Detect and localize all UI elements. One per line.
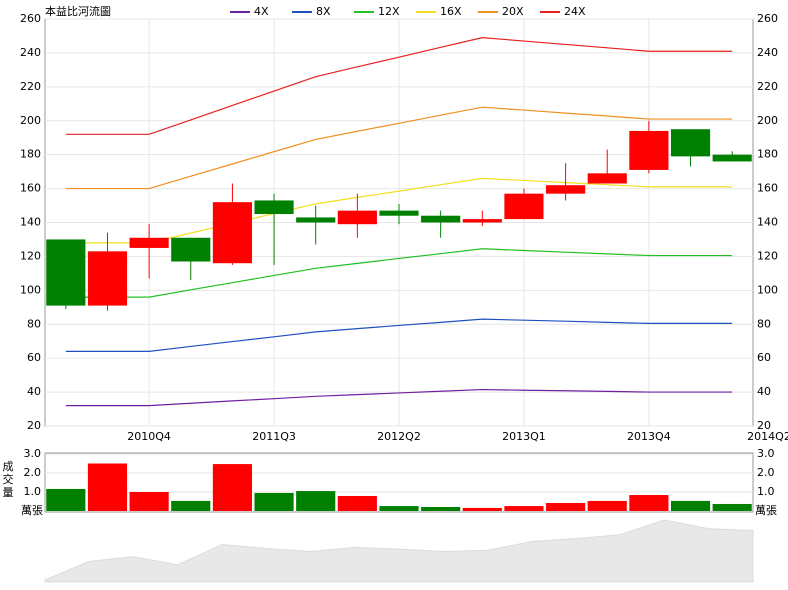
candle-body — [462, 219, 502, 223]
y-axis-label-char: 交 — [3, 472, 14, 486]
y-unit-label: 萬張 — [21, 504, 43, 517]
y-tick-label: 160 — [20, 182, 41, 195]
candle-body — [629, 130, 669, 170]
candle-body — [129, 237, 169, 248]
navigator-area — [44, 519, 754, 583]
legend-label: 8X — [316, 5, 331, 18]
y-tick-label: 120 — [20, 249, 41, 262]
y-axis-label-char: 量 — [3, 486, 14, 499]
y2-tick-label: 100 — [757, 283, 778, 296]
y-tick-label: 240 — [20, 46, 41, 59]
pe-line — [65, 177, 733, 244]
y-tick-label: 220 — [20, 80, 41, 93]
x-tick-label: 2010Q4 — [127, 430, 171, 443]
candle-body — [712, 154, 752, 162]
candle-body — [421, 215, 461, 223]
y-tick-label: 200 — [20, 114, 41, 127]
y2-tick-label: 140 — [757, 216, 778, 229]
legend-label: 4X — [254, 5, 269, 18]
y-tick-label: 3.0 — [24, 447, 42, 460]
x-tick-label: 2013Q1 — [502, 430, 546, 443]
candle-body — [670, 129, 711, 157]
volume-bar — [254, 492, 294, 511]
y-tick-label: 100 — [20, 283, 41, 296]
y2-tick-label: 40 — [757, 385, 771, 398]
y2-tick-label: 160 — [757, 182, 778, 195]
legend-label: 16X — [440, 5, 462, 18]
y2-tick-label: 2.0 — [757, 466, 775, 479]
y2-tick-label: 3.0 — [757, 447, 775, 460]
candle-body — [87, 251, 128, 306]
candle-body — [46, 239, 86, 306]
legend-label: 12X — [378, 5, 400, 18]
volume-bar — [171, 500, 211, 511]
candle-body — [171, 237, 211, 262]
y2-unit-label: 萬張 — [755, 504, 777, 517]
y2-tick-label: 260 — [757, 12, 778, 25]
candle-body — [504, 193, 544, 220]
y2-tick-label: 180 — [757, 148, 778, 161]
candle-body — [379, 210, 419, 216]
y2-tick-label: 20 — [757, 419, 771, 432]
pe-line — [65, 318, 733, 352]
volume-bar — [546, 503, 586, 511]
legend-label: 24X — [564, 5, 586, 18]
candle-body — [546, 185, 586, 194]
candle-body — [587, 173, 627, 184]
volume-bar — [629, 495, 669, 511]
legend-label: 20X — [502, 5, 524, 18]
volume-bar — [46, 488, 86, 511]
volume-bar — [379, 506, 419, 511]
volume-bar — [212, 464, 252, 511]
x-tick-label: 2013Q4 — [627, 430, 671, 443]
pe-line — [65, 106, 733, 190]
volume-bar — [504, 506, 544, 511]
volume-bar — [129, 492, 169, 511]
volume-bar — [296, 491, 336, 511]
x-tick-label: 2012Q2 — [377, 430, 421, 443]
x-tick-label: 2011Q3 — [252, 430, 296, 443]
candle-body — [337, 210, 377, 225]
volume-bar — [712, 503, 752, 511]
y-tick-label: 1.0 — [24, 485, 42, 498]
volume-bar — [670, 500, 711, 511]
y2-tick-label: 240 — [757, 46, 778, 59]
candle-body — [254, 200, 294, 215]
pe-line — [65, 248, 733, 298]
y2-tick-label: 120 — [757, 249, 778, 262]
volume-bar — [462, 507, 502, 511]
y2-tick-label: 80 — [757, 317, 771, 330]
y-tick-label: 20 — [27, 419, 41, 432]
y-tick-label: 260 — [20, 12, 41, 25]
y2-tick-label: 200 — [757, 114, 778, 127]
y-tick-label: 40 — [27, 385, 41, 398]
y-tick-label: 180 — [20, 148, 41, 161]
pe-line — [65, 37, 733, 135]
y-tick-label: 60 — [27, 351, 41, 364]
y-axis-label-char: 成 — [3, 460, 14, 473]
pe-line — [65, 388, 733, 407]
y2-tick-label: 60 — [757, 351, 771, 364]
y-tick-label: 80 — [27, 317, 41, 330]
volume-frame — [44, 452, 754, 513]
chart-title: 本益比河流圖 — [45, 4, 111, 18]
x-tick-label: 2014Q2 — [747, 430, 788, 443]
y-tick-label: 2.0 — [24, 466, 42, 479]
candle-body — [212, 202, 252, 264]
volume-bar — [587, 500, 627, 511]
y2-tick-label: 1.0 — [757, 485, 775, 498]
y2-tick-label: 220 — [757, 80, 778, 93]
volume-bar — [337, 495, 377, 511]
volume-bar — [421, 507, 461, 511]
y-tick-label: 140 — [20, 216, 41, 229]
volume-bar — [87, 463, 128, 511]
candle-body — [296, 217, 336, 223]
